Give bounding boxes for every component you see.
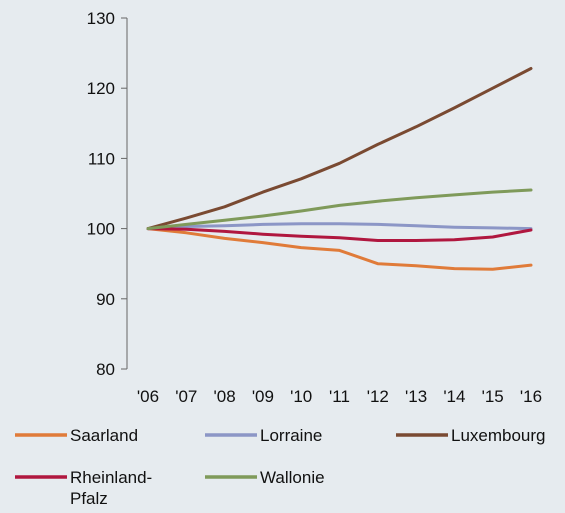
series-line-luxembourg: [146, 67, 533, 231]
x-tick-label: '14: [443, 387, 465, 406]
legend-label-lorraine: Lorraine: [260, 426, 322, 445]
x-tick-label: '06: [137, 387, 159, 406]
y-tick-label: 120: [87, 79, 115, 98]
y-tick-label: 100: [87, 220, 115, 239]
series-line-wallonie: [146, 188, 533, 231]
legend-label-luxembourg: Luxembourg: [451, 426, 546, 445]
legend-label-wallonie: Wallonie: [260, 468, 325, 487]
x-tick-label: '15: [482, 387, 504, 406]
y-tick-label: 110: [88, 149, 115, 168]
legend-label-saarland: Saarland: [70, 426, 138, 445]
x-tick-label: '09: [252, 387, 274, 406]
legend-label-line: Rheinland-: [70, 468, 152, 487]
x-tick-label: '10: [290, 387, 312, 406]
legend-label-rheinland-pfalz: Rheinland- Pfalz: [70, 468, 152, 508]
x-tick-label: '11: [329, 387, 350, 406]
x-tick-label: '16: [520, 387, 542, 406]
x-tick-label: '13: [405, 387, 427, 406]
series-line-lorraine: [146, 222, 533, 231]
y-tick-label: 90: [96, 290, 115, 309]
x-tick-label: '07: [175, 387, 197, 406]
legend-label-line: Pfalz: [70, 489, 108, 508]
series-line-saarland: [146, 227, 533, 271]
x-tick-label: '08: [214, 387, 236, 406]
x-tick-label: '12: [367, 387, 389, 406]
y-tick-label: 80: [96, 360, 115, 379]
series-line-rheinland-pfalz: [146, 227, 533, 242]
y-tick-label: 130: [87, 9, 115, 28]
